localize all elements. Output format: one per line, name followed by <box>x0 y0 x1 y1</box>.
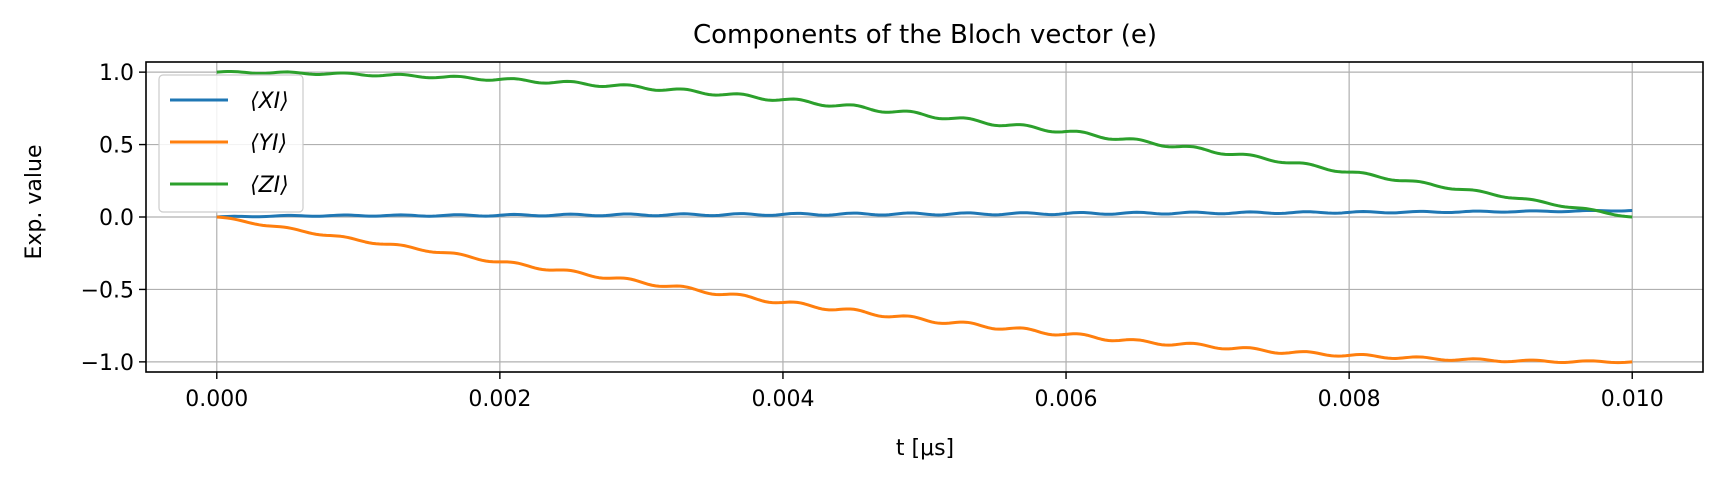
chart-title: Components of the Bloch vector (e) <box>693 20 1157 50</box>
x-axis-ticks: 0.000 0.002 0.004 0.006 0.008 0.010 <box>185 372 1664 412</box>
x-tick-label: 0.008 <box>1318 387 1381 412</box>
y-tick-label: −1.0 <box>81 351 134 376</box>
series-lines <box>216 70 1633 365</box>
y-axis-label: Exp. value <box>22 145 47 260</box>
x-axis-label: t [μs] <box>896 436 954 461</box>
legend-box <box>158 74 304 213</box>
y-tick-label: 0.0 <box>99 206 134 231</box>
y-axis-ticks: 1.0 0.5 0.0 −0.5 −1.0 <box>81 61 146 376</box>
series-line <box>216 70 1633 219</box>
legend-label: ⟨XI⟩ <box>250 89 289 114</box>
legend-label: ⟨YI⟩ <box>250 131 287 156</box>
y-tick-label: 1.0 <box>99 61 134 86</box>
y-tick-label: 0.5 <box>99 134 134 159</box>
x-tick-label: 0.006 <box>1035 387 1098 412</box>
y-tick-label: −0.5 <box>81 278 134 303</box>
series-line <box>216 215 1633 365</box>
x-tick-label: 0.000 <box>185 387 248 412</box>
x-tick-label: 0.002 <box>468 387 531 412</box>
legend: ⟨XI⟩ ⟨YI⟩ ⟨ZI⟩ <box>158 74 304 213</box>
x-tick-label: 0.004 <box>751 387 814 412</box>
x-tick-label: 0.010 <box>1601 387 1664 412</box>
series-line <box>216 208 1633 219</box>
legend-label: ⟨ZI⟩ <box>250 173 289 198</box>
